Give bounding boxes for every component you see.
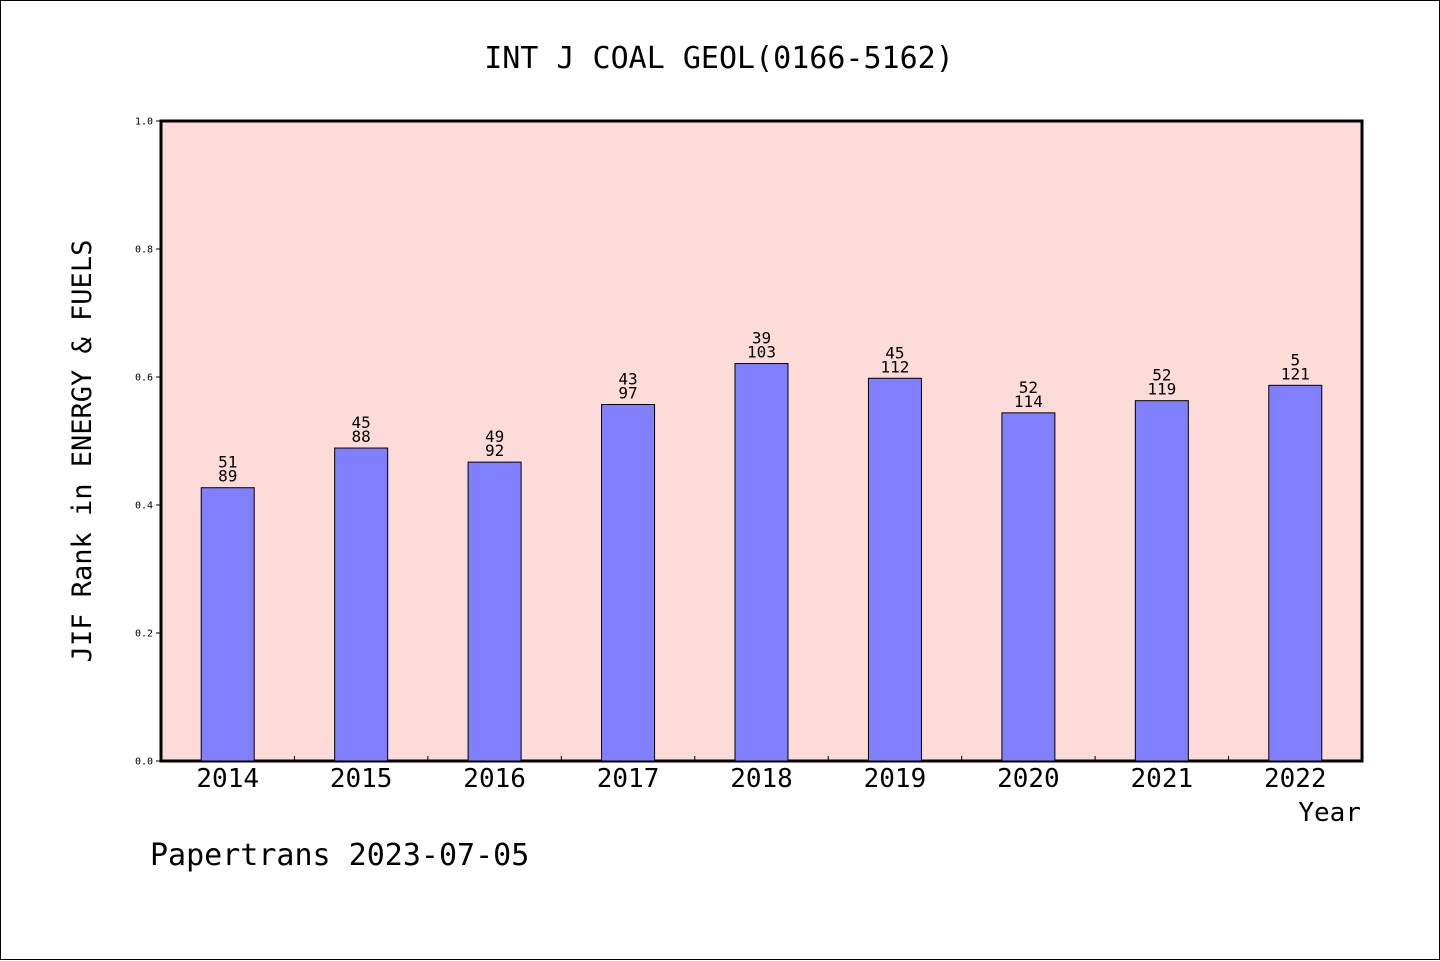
bar-rank-label: 51	[218, 453, 237, 472]
bar-2021	[1134, 400, 1189, 762]
y-tick-label: 0.2	[135, 629, 153, 640]
bar-2014	[200, 487, 255, 762]
x-tick-label: 2016	[463, 764, 526, 794]
bar-rank-label: 43	[618, 370, 637, 389]
bar-total-label: 92	[485, 441, 504, 460]
y-axis-label: JIF Rank in ENERGY & FUELS	[67, 240, 98, 663]
x-axis-label: Year	[1298, 798, 1361, 828]
bar-total-label: 114	[1014, 392, 1043, 411]
bar-2015	[334, 447, 389, 762]
bar-rank-label: 5	[1290, 350, 1300, 369]
bar-2017	[601, 404, 656, 762]
chart-title: INT J COAL GEOL(0166-5162)	[484, 41, 954, 76]
bar-total-label: 103	[747, 343, 776, 362]
y-tick-label: 0.6	[135, 373, 153, 384]
bar-rank-label: 45	[352, 413, 371, 432]
bar-total-label: 88	[352, 427, 371, 446]
y-tick-label: 0.4	[135, 501, 153, 512]
bar-2020	[1001, 412, 1056, 762]
x-tick-label: 2019	[864, 764, 927, 794]
bar-total-label: 119	[1147, 380, 1176, 399]
bar-rank-label: 45	[885, 343, 904, 362]
x-tick-label: 2021	[1131, 764, 1194, 794]
bar-total-label: 89	[218, 467, 237, 486]
bar-2019	[867, 377, 922, 762]
bar-rank-label: 52	[1019, 378, 1038, 397]
x-tick-label: 2015	[330, 764, 393, 794]
bar-rank-label: 52	[1152, 366, 1171, 385]
bar-rank-label: 49	[485, 427, 504, 446]
bar-total-label: 112	[880, 357, 909, 376]
y-tick-label: 0.8	[135, 245, 153, 256]
bar-rank-label: 39	[752, 329, 771, 348]
y-tick-label: 0.0	[135, 757, 153, 768]
bar-total-label: 97	[618, 384, 637, 403]
y-tick-label: 1.0	[135, 117, 153, 128]
x-tick-label: 2018	[730, 764, 793, 794]
x-tick-label: 2022	[1264, 764, 1327, 794]
y-axis: 0.0 0.2 0.4 0.6 0.8 1.0	[135, 117, 161, 768]
bar-series	[200, 363, 1323, 762]
x-axis: 2014 2015 2016 2017 2018 2019 2020 2021 2022	[196, 756, 1327, 794]
bar-2016	[467, 461, 522, 762]
x-tick-label: 2017	[597, 764, 660, 794]
x-tick-label: 2014	[196, 764, 259, 794]
bar-2018	[734, 363, 789, 762]
x-tick-label: 2020	[997, 764, 1060, 794]
bar-total-label: 121	[1281, 364, 1310, 383]
bar-2022	[1268, 384, 1323, 762]
footer-credit: Papertrans 2023-07-05	[150, 838, 529, 873]
